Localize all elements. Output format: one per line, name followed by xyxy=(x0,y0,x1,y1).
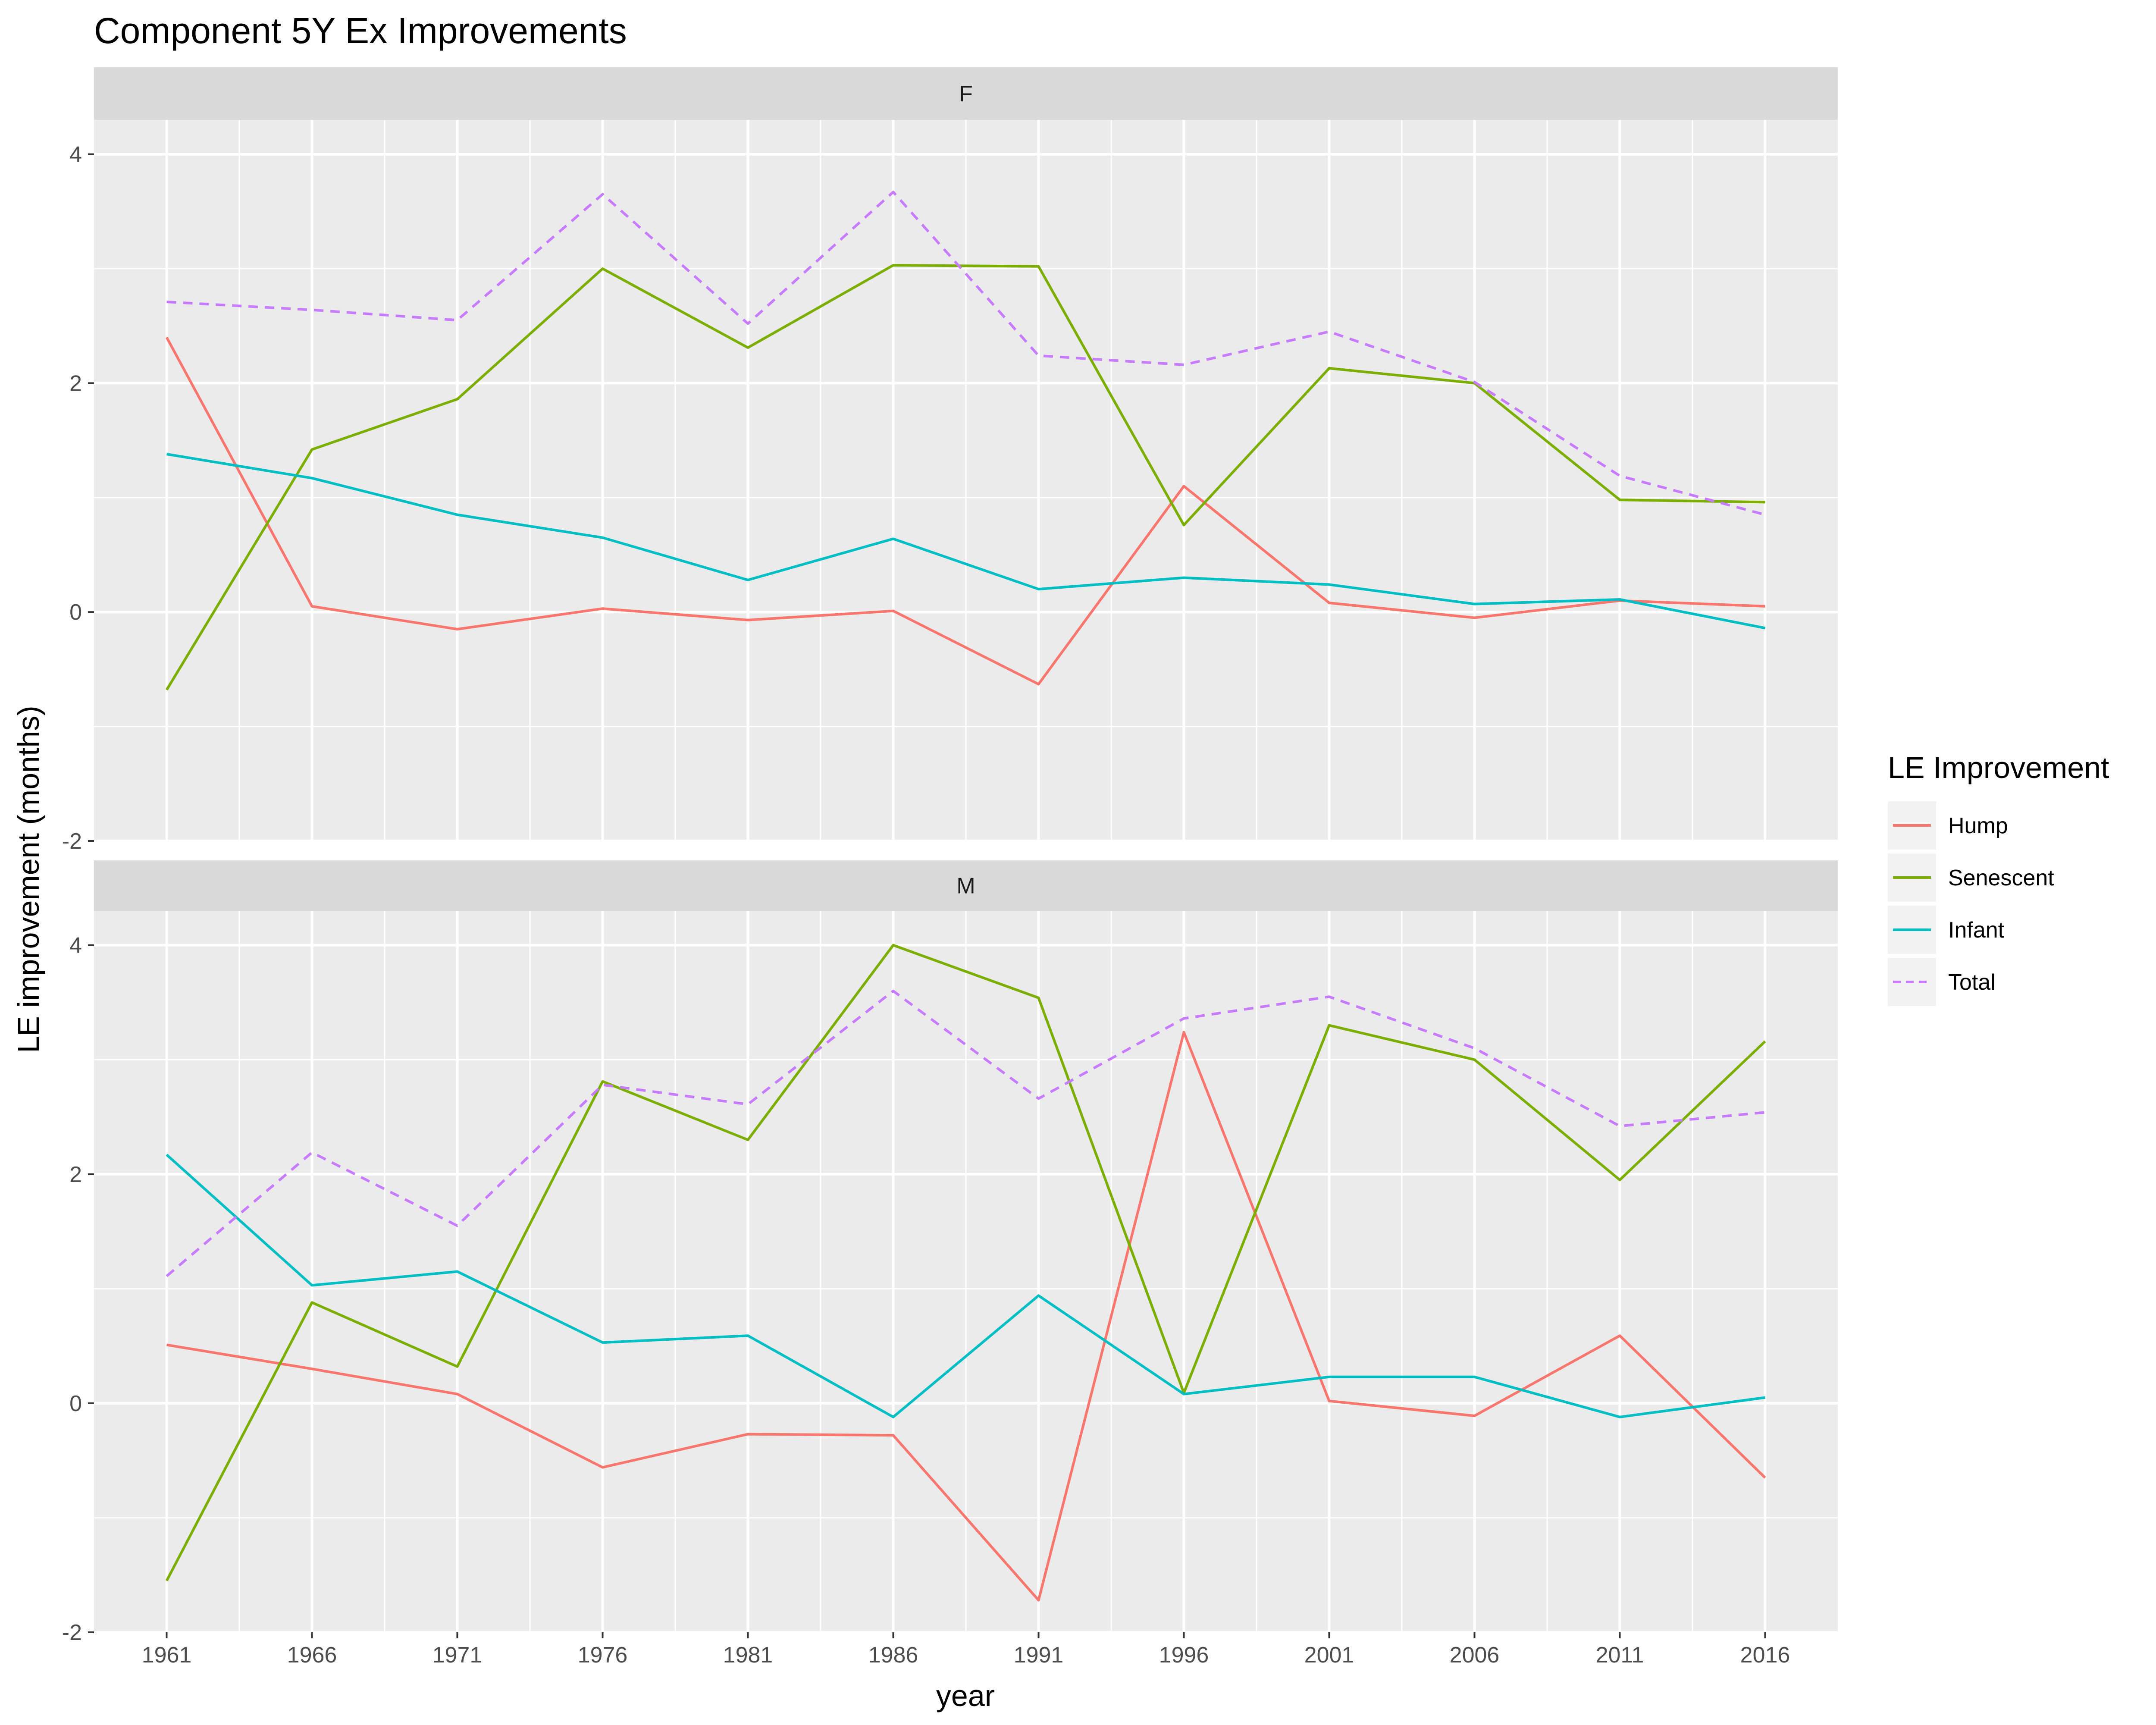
facet-strip-label: M xyxy=(956,874,975,899)
legend-item-hump: Hump xyxy=(1888,801,2008,850)
x-tick-label: 2016 xyxy=(1740,1643,1790,1668)
y-tick-label: 2 xyxy=(69,371,82,396)
x-tick-label: 1991 xyxy=(1014,1643,1064,1668)
x-tick-label: 2001 xyxy=(1304,1643,1354,1668)
legend-label: Senescent xyxy=(1948,866,2054,891)
y-axis: -2 0 2 4 xyxy=(62,142,94,854)
x-tick-label: 2006 xyxy=(1450,1643,1500,1668)
series-line-infant-f xyxy=(166,453,1766,630)
y-tick-label: -2 xyxy=(62,1620,82,1645)
legend: LE Improvement Hump Senescent Infant Total xyxy=(1888,751,2109,1006)
x-tick-label: 2011 xyxy=(1596,1643,1644,1668)
legend-item-total: Total xyxy=(1888,958,1996,1006)
x-tick-label: 1996 xyxy=(1159,1643,1209,1668)
x-tick-label: 1986 xyxy=(868,1643,918,1668)
series-line-hump-m xyxy=(166,1031,1766,1602)
facet-panel-F: F -2 0 2 4 xyxy=(62,67,1838,854)
legend-items: Hump Senescent Infant Total xyxy=(1888,801,2054,1006)
legend-item-senescent: Senescent xyxy=(1888,853,2054,902)
legend-label: Total xyxy=(1948,970,1996,995)
x-tick-label: 1976 xyxy=(578,1643,628,1668)
series-line-total-f xyxy=(166,191,1766,516)
chart-title: Component 5Y Ex Improvements xyxy=(94,10,627,51)
y-tick-label: 4 xyxy=(69,933,82,958)
y-tick-label: -2 xyxy=(62,829,82,854)
gridlines xyxy=(94,120,1838,842)
x-tick-label: 1966 xyxy=(287,1643,337,1668)
y-tick-label: 0 xyxy=(69,600,82,625)
y-tick-label: 4 xyxy=(69,142,82,167)
series-line-total-m xyxy=(166,989,1765,1277)
series-line-senescent-f xyxy=(165,264,1765,691)
y-axis-label: LE improvement (months) xyxy=(12,706,45,1053)
facet-strip xyxy=(94,860,1838,911)
legend-item-infant: Infant xyxy=(1888,906,2005,954)
facet-panels: F -2 0 2 4 M -2 0 2 4 xyxy=(62,67,1838,1645)
x-tick-label: 1971 xyxy=(432,1643,483,1668)
x-tick-label: 1961 xyxy=(142,1643,192,1668)
x-axis-label: year xyxy=(936,1679,995,1712)
facet-strip xyxy=(94,67,1838,120)
facet-panel-M: M -2 0 2 4 xyxy=(62,860,1838,1645)
legend-label: Hump xyxy=(1948,813,2008,838)
series-line-infant-m xyxy=(166,1154,1765,1418)
y-axis: -2 0 2 4 xyxy=(62,933,94,1645)
x-tick-label: 1981 xyxy=(723,1643,773,1668)
series-lines xyxy=(165,944,1766,1602)
series-line-hump-f xyxy=(165,336,1765,686)
legend-label: Infant xyxy=(1948,918,2005,943)
series-lines xyxy=(165,191,1766,691)
facet-strip-label: F xyxy=(959,82,973,107)
y-tick-label: 0 xyxy=(69,1391,82,1416)
y-tick-label: 2 xyxy=(69,1162,82,1187)
series-line-senescent-m xyxy=(165,944,1766,1581)
legend-title: LE Improvement xyxy=(1888,751,2109,784)
x-axis: 1961 1966 1971 1976 1981 1986 1991 1996 2001 2006… xyxy=(142,1632,1790,1668)
